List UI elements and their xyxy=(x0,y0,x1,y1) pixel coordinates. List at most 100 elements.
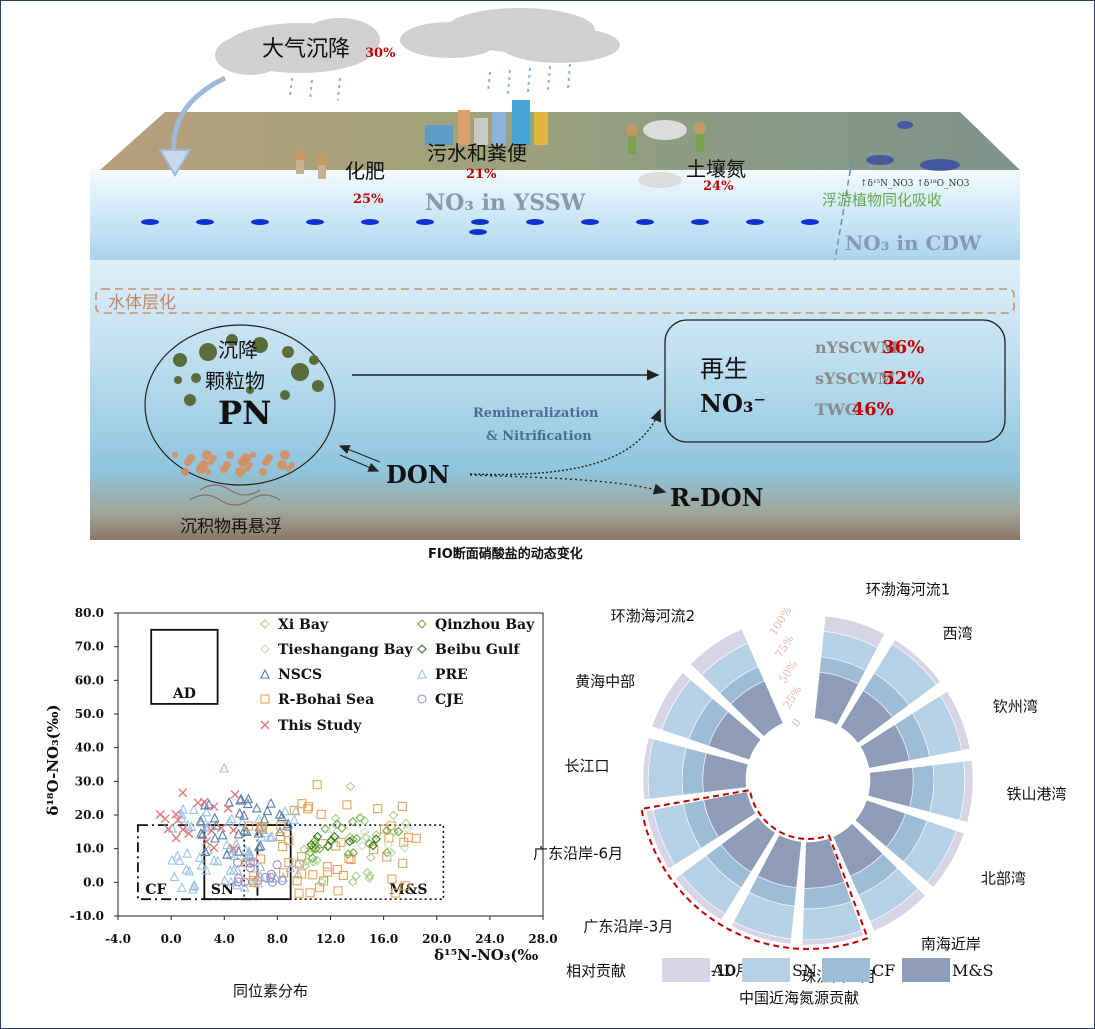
surface-dash xyxy=(306,219,324,225)
legend-label: Xi Bay xyxy=(278,617,329,633)
scatter-point-diamond xyxy=(371,829,382,840)
cross-stroke xyxy=(178,788,188,798)
scatter-point-triangle xyxy=(176,808,187,819)
scatter-point-triangle xyxy=(234,807,245,818)
surface-dash xyxy=(196,219,214,225)
particle-dot xyxy=(312,380,324,392)
cross-stroke xyxy=(229,844,239,854)
y-axis-label: δ¹⁸O-NO₃(‰) xyxy=(44,704,62,815)
scatter-point-diamond xyxy=(314,844,325,854)
sediment-dot xyxy=(172,452,178,458)
scatter-point-triangle xyxy=(274,808,285,819)
sediment-dot xyxy=(181,468,189,476)
x-tick-label: 12.0 xyxy=(316,932,345,946)
scatter-point-square xyxy=(305,888,315,898)
scatter-point-triangle xyxy=(182,847,193,858)
scatter-point-diamond xyxy=(312,855,322,866)
scatter-point-triangle xyxy=(184,865,195,876)
scatter-point-square xyxy=(276,821,286,831)
particle-dots xyxy=(173,334,324,406)
scatter-point-square xyxy=(369,844,379,854)
scatter-point-square xyxy=(399,837,409,847)
scatter-point-cross xyxy=(260,720,270,730)
x-axis-label: δ¹⁵N-NO₃(‰ xyxy=(434,946,539,964)
polar-bar-segment xyxy=(869,888,926,932)
particle-dot xyxy=(282,346,294,358)
scatter-point-cross xyxy=(178,825,188,835)
scatter-point-diamond xyxy=(348,848,359,858)
scatter-point-triangle xyxy=(169,871,180,882)
scatter-point-triangle xyxy=(226,876,236,887)
scatter-point-square xyxy=(397,801,407,811)
scatter-point-diamond xyxy=(382,825,392,836)
scatter-point-diamond xyxy=(299,844,309,855)
polar-bars xyxy=(642,615,974,946)
scatter-point-square xyxy=(304,802,314,812)
scatter-point-triangle xyxy=(285,862,296,873)
scatter-point-square xyxy=(391,888,401,898)
scatter-point-circle xyxy=(233,858,243,868)
polar-category-label: 铁山港湾 xyxy=(1007,785,1067,803)
scatter-point-diamond xyxy=(362,867,373,878)
scatter-point-diamond xyxy=(343,849,354,859)
surface-dash xyxy=(801,219,819,225)
particle-dot xyxy=(199,343,217,361)
scatter-point-triangle xyxy=(224,796,234,807)
scatter-points xyxy=(155,762,421,898)
scatter-point-triangle xyxy=(241,826,252,836)
x-tick-label: 20.0 xyxy=(422,932,451,946)
scatter-point-cross xyxy=(216,823,226,833)
scatter-point-diamond xyxy=(357,841,367,851)
scatter-point-triangle xyxy=(255,840,266,851)
scatter-point-triangle xyxy=(244,848,254,858)
particle-dot xyxy=(174,376,182,384)
scatter-point-triangle xyxy=(196,827,206,838)
surface-dash xyxy=(361,219,379,225)
scatter-point-diamond xyxy=(399,842,410,853)
polar-category-label: 钦州湾 xyxy=(993,697,1038,715)
regenerated-no3-label: NO₃⁻ xyxy=(700,389,766,418)
sediment-dot xyxy=(235,467,245,477)
scatter-point-triangle xyxy=(275,826,285,837)
scatter-point-triangle xyxy=(277,811,287,822)
scatter-point-triangle xyxy=(210,832,220,843)
scatter-point-diamond xyxy=(393,826,404,837)
scatter-point-triangle xyxy=(219,762,230,773)
source-box xyxy=(203,824,292,901)
sediment-dot xyxy=(286,466,292,472)
scatter-point-triangle xyxy=(228,864,239,875)
scatter-point-square xyxy=(257,824,267,834)
y-tick-label: 70.0 xyxy=(75,640,104,654)
scatter-point-square xyxy=(256,854,266,864)
scatter-point-triangle xyxy=(417,668,427,679)
scatter-point-triangle xyxy=(217,829,228,840)
y-tick-label: 30.0 xyxy=(75,774,104,788)
scatter-point-circle xyxy=(245,863,255,873)
cross-stroke xyxy=(230,790,240,800)
scatter-point-square xyxy=(411,833,421,843)
remineralization-label: Remineralization xyxy=(473,406,599,421)
scatter-point-triangle xyxy=(188,883,198,894)
y-tick-label: 10.0 xyxy=(75,842,104,856)
scatter-point-cross xyxy=(209,843,219,853)
source-box-label: CF xyxy=(145,882,166,898)
fertilizer-label: 化肥 xyxy=(345,159,385,183)
scatter-point-diamond xyxy=(320,823,331,834)
cdw-boundary xyxy=(834,159,853,261)
water-column xyxy=(90,260,1020,540)
surface-dash xyxy=(746,219,764,225)
cross-stroke xyxy=(260,720,270,730)
isotope-scatter-chart: -4.0 0.0 4.0 8.0 12.0 16.0 20.0 24.0 28.0 -10.0 0.… xyxy=(44,606,558,1000)
particle-dot xyxy=(226,334,238,346)
ring-label: 0 xyxy=(789,716,804,729)
y-tick-label: -10.0 xyxy=(70,909,104,923)
scatter-point-triangle xyxy=(231,879,242,890)
yssw-label: NO₃ in YSSW xyxy=(425,190,586,216)
polar-category-labels: 环渤海河流1西湾钦州湾铁山港湾北部湾南海近岸珠江口-5月珠江口-10月广东沿岸-… xyxy=(533,581,1066,986)
scatter-point-triangle xyxy=(267,831,277,841)
polar-caption: 中国近海氮源贡献 xyxy=(739,989,859,1007)
sediment-dot xyxy=(202,450,212,460)
cross-stroke xyxy=(193,798,203,808)
polar-category-label: 北部湾 xyxy=(981,870,1026,888)
scatter-point-square xyxy=(260,694,270,704)
